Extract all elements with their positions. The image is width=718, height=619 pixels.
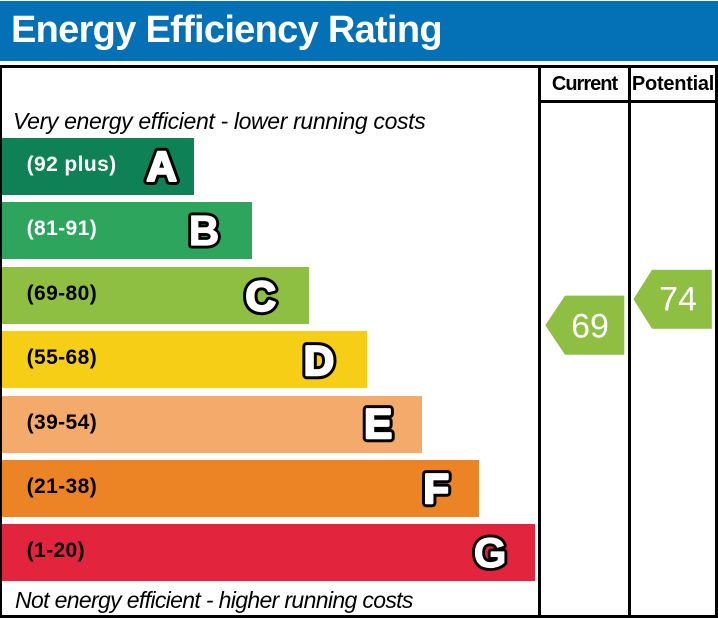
svg-text:F: F — [423, 465, 449, 512]
svg-text:B: B — [189, 207, 219, 254]
svg-text:69: 69 — [571, 307, 609, 345]
svg-text:G: G — [474, 529, 507, 576]
svg-text:C: C — [246, 272, 276, 319]
svg-text:74: 74 — [659, 281, 697, 319]
svg-text:A: A — [147, 143, 177, 190]
svg-text:C: C — [246, 272, 276, 319]
svg-text:F: F — [423, 465, 449, 512]
svg-text:D: D — [304, 337, 334, 384]
svg-text:A: A — [147, 143, 177, 190]
svg-text:D: D — [304, 337, 334, 384]
svg-text:G: G — [474, 529, 507, 576]
svg-text:E: E — [364, 400, 392, 447]
svg-text:B: B — [189, 207, 219, 254]
svg-text:E: E — [364, 400, 392, 447]
